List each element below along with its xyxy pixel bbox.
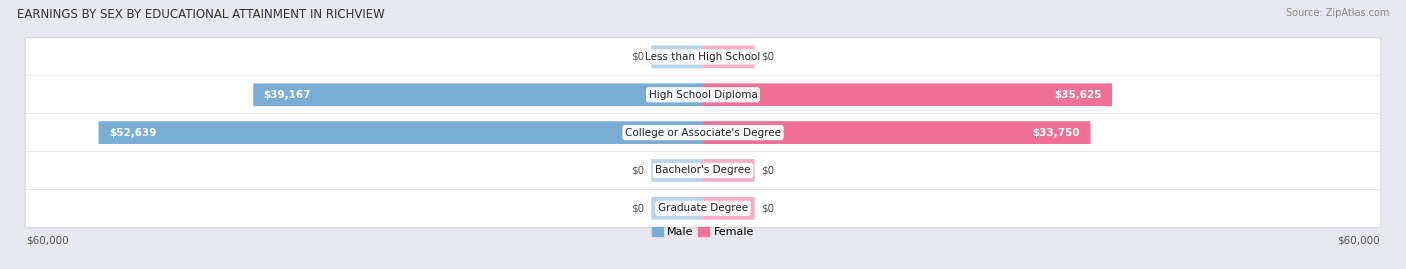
FancyBboxPatch shape xyxy=(703,159,755,182)
FancyBboxPatch shape xyxy=(24,188,1382,228)
FancyBboxPatch shape xyxy=(703,121,1091,144)
FancyBboxPatch shape xyxy=(703,83,1112,106)
FancyBboxPatch shape xyxy=(651,45,703,68)
Legend: Male, Female: Male, Female xyxy=(647,222,759,241)
Text: $35,625: $35,625 xyxy=(1054,90,1102,100)
Text: $60,000: $60,000 xyxy=(1337,236,1381,246)
Text: $0: $0 xyxy=(631,203,644,213)
FancyBboxPatch shape xyxy=(24,113,1382,153)
FancyBboxPatch shape xyxy=(25,76,1381,113)
FancyBboxPatch shape xyxy=(25,190,1381,227)
FancyBboxPatch shape xyxy=(24,150,1382,190)
Text: $52,639: $52,639 xyxy=(108,128,156,138)
FancyBboxPatch shape xyxy=(253,83,703,106)
Text: High School Diploma: High School Diploma xyxy=(648,90,758,100)
Text: Source: ZipAtlas.com: Source: ZipAtlas.com xyxy=(1285,8,1389,18)
FancyBboxPatch shape xyxy=(651,197,703,220)
FancyBboxPatch shape xyxy=(24,37,1382,77)
Text: $0: $0 xyxy=(762,203,775,213)
FancyBboxPatch shape xyxy=(25,114,1381,151)
Text: Bachelor's Degree: Bachelor's Degree xyxy=(655,165,751,175)
FancyBboxPatch shape xyxy=(24,75,1382,115)
FancyBboxPatch shape xyxy=(703,197,755,220)
Text: $0: $0 xyxy=(631,165,644,175)
Text: Graduate Degree: Graduate Degree xyxy=(658,203,748,213)
Text: EARNINGS BY SEX BY EDUCATIONAL ATTAINMENT IN RICHVIEW: EARNINGS BY SEX BY EDUCATIONAL ATTAINMEN… xyxy=(17,8,385,21)
Text: $0: $0 xyxy=(762,165,775,175)
Text: College or Associate's Degree: College or Associate's Degree xyxy=(626,128,780,138)
Text: $60,000: $60,000 xyxy=(25,236,69,246)
FancyBboxPatch shape xyxy=(25,152,1381,189)
Text: $33,750: $33,750 xyxy=(1032,128,1080,138)
FancyBboxPatch shape xyxy=(98,121,703,144)
Text: $0: $0 xyxy=(762,52,775,62)
FancyBboxPatch shape xyxy=(651,159,703,182)
FancyBboxPatch shape xyxy=(703,45,755,68)
Text: $39,167: $39,167 xyxy=(263,90,311,100)
FancyBboxPatch shape xyxy=(25,38,1381,76)
Text: $0: $0 xyxy=(631,52,644,62)
Text: Less than High School: Less than High School xyxy=(645,52,761,62)
